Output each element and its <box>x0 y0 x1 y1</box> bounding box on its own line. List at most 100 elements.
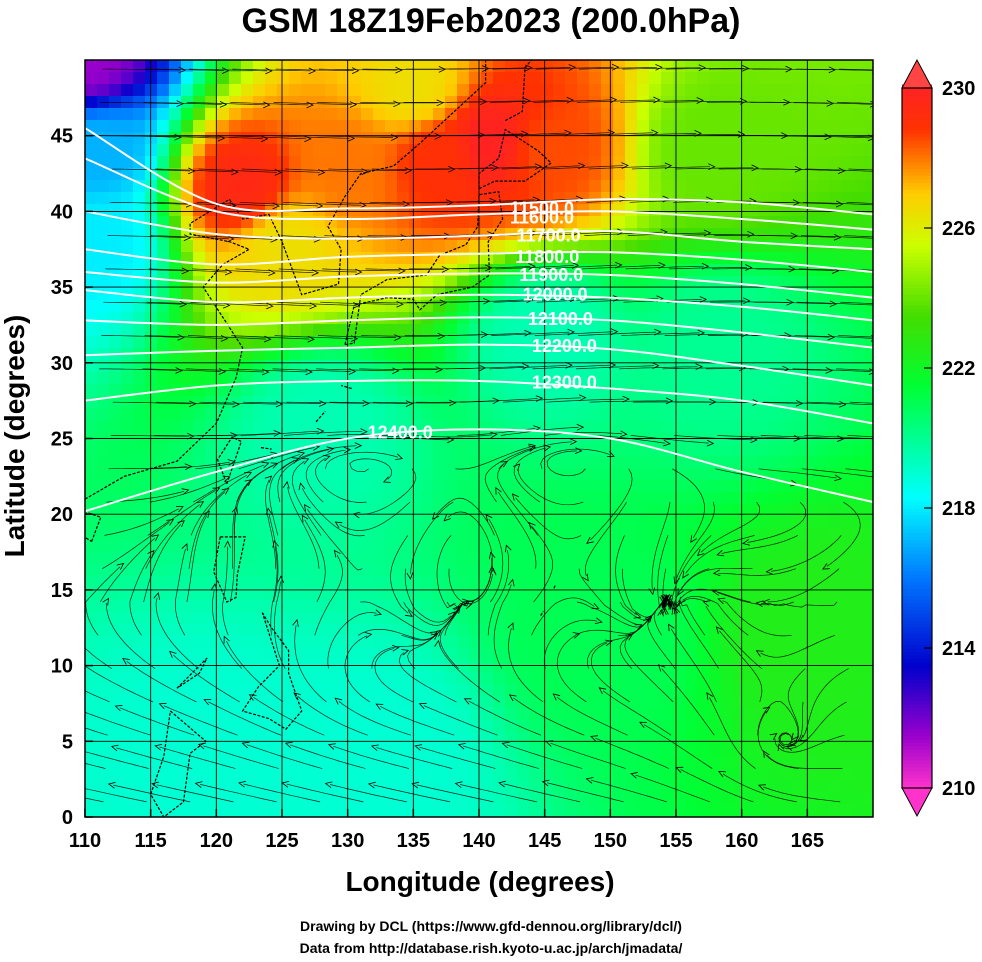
streamline <box>238 447 315 470</box>
field-cell <box>829 588 842 601</box>
field-cell <box>241 660 254 673</box>
field-cell <box>793 156 806 169</box>
field-cell <box>469 816 482 817</box>
field-cell <box>301 180 314 193</box>
field-cell <box>409 192 422 205</box>
field-cell <box>505 660 518 673</box>
field-cell <box>241 228 254 241</box>
field-cell <box>349 600 362 613</box>
field-cell <box>289 96 302 109</box>
field-cell <box>649 744 662 757</box>
stream-arrow <box>572 632 581 639</box>
field-cell <box>217 408 230 421</box>
field-cell <box>853 816 866 817</box>
field-cell <box>397 348 410 361</box>
field-cell <box>541 528 554 541</box>
field-cell <box>133 204 146 217</box>
field-cell <box>181 564 194 577</box>
field-cell <box>241 336 254 349</box>
field-cell <box>685 684 698 697</box>
field-cell <box>721 108 734 121</box>
field-cell <box>517 624 530 637</box>
field-cell <box>817 384 830 397</box>
field-cell <box>661 744 674 757</box>
field-cell <box>601 816 614 817</box>
field-cell <box>361 60 374 73</box>
field-cell <box>169 216 182 229</box>
field-cell <box>301 600 314 613</box>
field-cell <box>409 180 422 193</box>
field-cell <box>697 624 710 637</box>
field-cell <box>421 816 434 817</box>
stream-arrow <box>745 264 753 271</box>
field-cell <box>349 516 362 529</box>
stream-arrow <box>301 514 309 523</box>
stream-arrow <box>872 307 873 308</box>
stream-arrow <box>102 597 110 606</box>
field-cell <box>469 528 482 541</box>
field-cell <box>577 564 590 577</box>
field-cell <box>865 228 873 241</box>
streamline <box>403 601 468 626</box>
field-cell <box>421 540 434 553</box>
field-cell <box>181 624 194 637</box>
field-cell <box>865 684 873 697</box>
field-cell <box>457 120 470 133</box>
streamline <box>240 430 319 436</box>
field-cell <box>865 720 873 733</box>
field-cell <box>373 636 386 649</box>
field-cell <box>769 168 782 181</box>
field-cell <box>589 564 602 577</box>
field-cell <box>553 276 566 289</box>
field-cell <box>397 420 410 433</box>
field-cell <box>733 816 746 817</box>
field-cell <box>145 204 158 217</box>
field-cell <box>529 672 542 685</box>
field-cell <box>517 732 530 745</box>
field-cell <box>793 264 806 277</box>
streamline <box>508 628 544 703</box>
field-cell <box>697 468 710 481</box>
field-cell <box>409 204 422 217</box>
field-cell <box>541 540 554 553</box>
field-cell <box>421 732 434 745</box>
field-cell <box>565 84 578 97</box>
field-cell <box>397 168 410 181</box>
field-cell <box>553 444 566 457</box>
field-cell <box>541 588 554 601</box>
field-cell <box>745 168 758 181</box>
field-cell <box>733 528 746 541</box>
field-cell <box>169 744 182 757</box>
field-cell <box>517 684 530 697</box>
field-cell <box>757 672 770 685</box>
field-cell <box>229 624 242 637</box>
field-cell <box>421 564 434 577</box>
field-cell <box>169 696 182 709</box>
field-cell <box>553 96 566 109</box>
field-cell <box>325 720 338 733</box>
field-cell <box>841 792 854 805</box>
field-cell <box>601 336 614 349</box>
field-cell <box>613 552 626 565</box>
field-cell <box>565 780 578 793</box>
field-cell <box>505 720 518 733</box>
field-cell <box>517 804 530 817</box>
field-cell <box>817 636 830 649</box>
field-cell <box>637 648 650 661</box>
field-cell <box>733 744 746 757</box>
field-cell <box>781 144 794 157</box>
field-cell <box>661 336 674 349</box>
field-cell <box>637 408 650 421</box>
field-cell <box>121 360 134 373</box>
streamline <box>763 786 841 803</box>
field-cell <box>829 804 842 817</box>
field-cell <box>853 192 866 205</box>
field-cell <box>865 528 873 541</box>
field-cell <box>685 156 698 169</box>
field-cell <box>349 324 362 337</box>
field-cell <box>469 540 482 553</box>
field-cell <box>121 744 134 757</box>
streamline <box>358 628 435 640</box>
streamline <box>324 451 398 469</box>
field-cell <box>145 540 158 553</box>
